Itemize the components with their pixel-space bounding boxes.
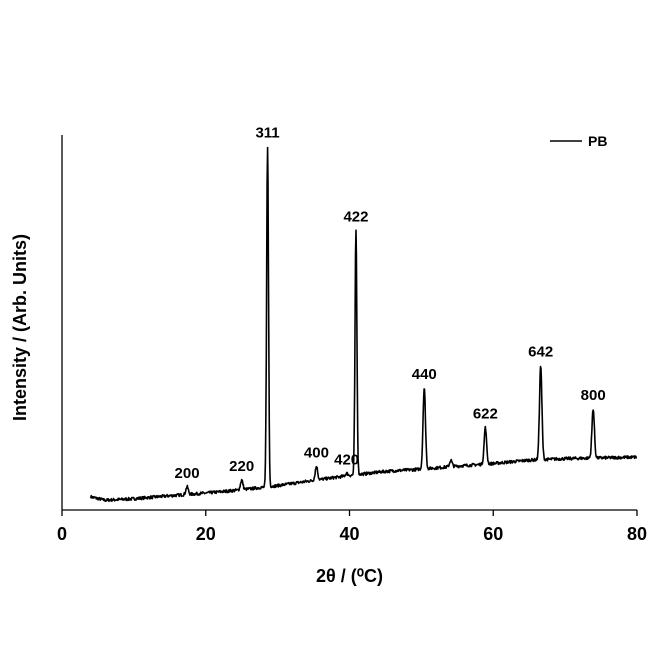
peak-label: 800 xyxy=(581,387,606,404)
peak-label: 422 xyxy=(343,209,368,226)
legend-label-pb: PB xyxy=(588,133,607,149)
x-tick-label: 80 xyxy=(627,524,647,544)
peak-label: 220 xyxy=(229,458,254,475)
legend: PB xyxy=(550,133,607,149)
x-axis-title: 2θ / (⁰C) xyxy=(316,566,383,586)
peak-label: 440 xyxy=(412,366,437,383)
y-axis-title: Intensity / (Arb. Units) xyxy=(10,234,30,421)
peak-label: 200 xyxy=(175,465,200,482)
peak-label: 311 xyxy=(255,124,279,141)
x-tick-label: 60 xyxy=(483,524,503,544)
x-tick-label: 40 xyxy=(339,524,359,544)
peak-label: 622 xyxy=(473,406,498,423)
peak-label: 642 xyxy=(528,344,553,361)
series-line-pb xyxy=(90,146,638,503)
peak-label: 400 xyxy=(304,445,329,462)
x-tick-label: 0 xyxy=(57,524,67,544)
x-tick-labels: 0 20 40 60 80 xyxy=(57,524,647,544)
x-tick-label: 20 xyxy=(196,524,216,544)
peak-label: 420 xyxy=(334,451,359,468)
peak-labels: 200 220 311 400 420 422 440 622 642 800 xyxy=(175,124,606,482)
x-ticks xyxy=(61,510,638,516)
